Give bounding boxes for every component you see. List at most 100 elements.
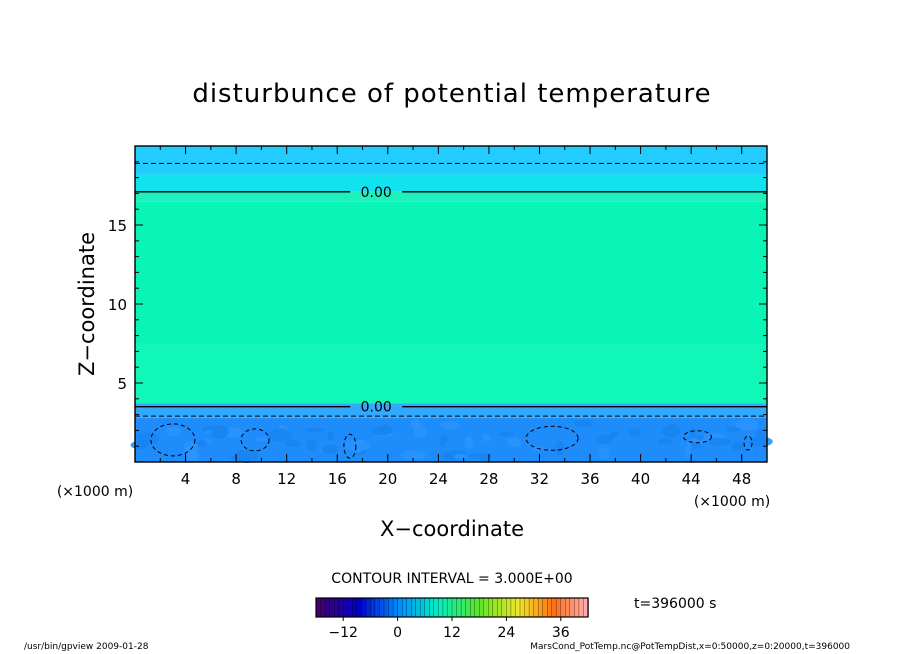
colorbar-cell — [352, 597, 358, 618]
noise-blob — [573, 419, 593, 428]
colorbar-cell — [456, 597, 462, 618]
contour-blob — [240, 428, 270, 452]
noise-blob — [468, 453, 485, 459]
band-1 — [135, 403, 767, 418]
noise-blob — [690, 442, 702, 449]
noise-blob — [554, 440, 565, 455]
colorbar-cell — [510, 597, 517, 618]
colorbar-cell — [469, 597, 476, 618]
chart-title: disturbunce of potential temperature — [192, 79, 711, 109]
x-tick-label: 8 — [231, 470, 241, 488]
x-unit-right: (×1000 m) — [694, 494, 770, 510]
noise-blob — [344, 439, 371, 452]
time-label: t=396000 s — [634, 596, 716, 612]
colorbar-cell — [324, 597, 331, 618]
x-tick-label: 40 — [631, 470, 650, 488]
colorbar-cell — [474, 597, 480, 618]
footer-right: MarsCond_PotTemp.nc@PotTempDist,x=0:5000… — [530, 642, 850, 652]
y-tick-label: 10 — [108, 296, 127, 314]
colorbar-cell — [333, 597, 340, 618]
footer-left: /usr/bin/gpview 2009-01-28 — [24, 642, 149, 652]
colorbar-cell — [415, 597, 421, 618]
contour-blob — [525, 425, 579, 451]
colorbar-cell — [506, 597, 512, 618]
x-tick-label: 16 — [328, 470, 347, 488]
colorbar-tick-label: 12 — [443, 625, 461, 641]
noise-blob — [322, 444, 339, 455]
x-axis-label: X−coordinate — [380, 517, 524, 541]
noise-blob — [598, 447, 611, 460]
noise-blob — [756, 428, 766, 440]
colorbar-cell — [433, 597, 440, 618]
colorbar-cell — [515, 597, 521, 618]
colorbar-cell — [411, 597, 417, 618]
noise-blob — [628, 427, 641, 438]
band-6 — [135, 146, 767, 175]
noise-blob — [255, 436, 268, 442]
colorbar-cell — [388, 597, 394, 618]
contour-label: 0.00 — [361, 185, 392, 201]
x-tick-label: 24 — [429, 470, 448, 488]
colorbar-cell — [383, 597, 390, 618]
colorbar-cell — [533, 597, 539, 618]
contour-blob — [150, 423, 196, 457]
x-unit-left: (×1000 m) — [57, 484, 133, 500]
colorbar-cell — [338, 597, 344, 618]
noise-blob — [229, 455, 249, 461]
noise-blob — [696, 434, 704, 441]
colorbar-cell — [370, 597, 376, 618]
band-2 — [135, 343, 767, 404]
colorbar-cell — [497, 597, 503, 618]
noise-blob — [662, 424, 680, 438]
colorbar-cell — [397, 597, 403, 618]
colorbar-cell — [560, 597, 566, 618]
colorbar-cell — [392, 597, 399, 618]
colorbar-tick-label: 0 — [393, 625, 402, 641]
y-tick-label: 5 — [117, 375, 127, 393]
noise-blob — [380, 424, 390, 432]
contour-blob — [743, 435, 753, 451]
noise-blob — [707, 437, 731, 447]
colorbar-cell — [483, 597, 489, 618]
noise-blob — [327, 430, 335, 441]
x-tick-label: 44 — [682, 470, 701, 488]
colorbar-cell — [501, 597, 508, 618]
color-bands — [135, 146, 767, 462]
noise-blob — [285, 439, 302, 448]
colorbar-cell — [447, 597, 453, 618]
noise-blob — [196, 439, 207, 448]
colorbar-cell — [406, 597, 412, 618]
x-tick-label: 12 — [277, 470, 296, 488]
noise-blob — [439, 436, 446, 447]
colorbar-cell — [519, 597, 526, 618]
band-3 — [135, 201, 767, 344]
colorbar-cell — [451, 597, 458, 618]
colorbar-cell — [315, 597, 322, 618]
colorbar-cell — [565, 597, 571, 618]
contour-label: 0.00 — [361, 400, 392, 416]
noise-blob — [596, 433, 613, 445]
noise-blob — [610, 431, 619, 438]
y-axis-label: Z−coordinate — [75, 232, 99, 376]
noise-blob — [735, 418, 759, 431]
noise-blob — [725, 426, 740, 432]
noise-blob — [136, 432, 160, 445]
colorbar-tick-label: 24 — [497, 625, 515, 641]
colorbar-cell — [361, 597, 367, 618]
colorbar-cell — [420, 597, 426, 618]
y-ticks: 5 10 15 — [108, 161, 767, 447]
x-tick-label: 48 — [732, 470, 751, 488]
x-tick-label: 28 — [479, 470, 498, 488]
noise-blob — [684, 445, 691, 459]
colorbar — [315, 597, 589, 618]
x-tick-label: 4 — [181, 470, 191, 488]
band-5 — [135, 174, 767, 192]
y-tick-label: 15 — [108, 217, 127, 235]
noise-blob — [689, 428, 697, 436]
colorbar-cell — [574, 597, 580, 618]
band-4 — [135, 191, 767, 202]
colorbar-cell — [488, 597, 494, 618]
colorbar-cell — [542, 597, 548, 618]
noise-blob — [441, 451, 454, 461]
contour-blob — [682, 430, 712, 444]
